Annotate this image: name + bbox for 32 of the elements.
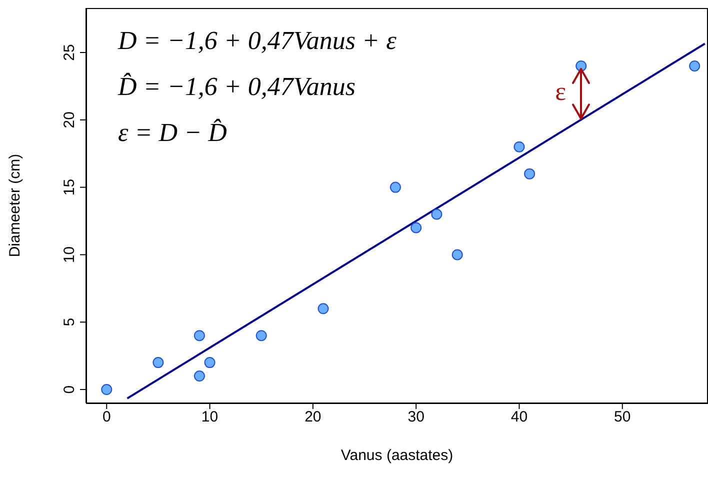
- x-tick-label: 20: [304, 408, 322, 426]
- y-tick-label: 0: [61, 385, 78, 394]
- point: [514, 141, 525, 152]
- annotation: ε = D − D̂: [118, 118, 227, 148]
- point: [194, 330, 205, 342]
- annotation: D̂ = −1,6 + 0,47Vanus: [118, 72, 356, 102]
- point: [431, 208, 442, 220]
- y-tick-label: 10: [61, 246, 78, 264]
- x-axis-title: Vanus (aastates): [340, 447, 454, 464]
- x-tick-label: 40: [510, 408, 528, 426]
- point: [689, 60, 700, 72]
- x-tick-label: 0: [102, 408, 111, 426]
- x-tick-label: 50: [614, 408, 631, 426]
- point: [101, 384, 112, 396]
- x-tick-label: 30: [408, 408, 424, 426]
- point: [152, 357, 164, 368]
- y-tick-label: 20: [61, 112, 78, 128]
- point: [410, 222, 422, 234]
- annotation: D = −1,6 + 0,47Vanus + ε: [118, 26, 396, 56]
- point: [452, 249, 463, 260]
- annotation: ε: [555, 76, 566, 106]
- y-axis-title: Diameeter (cm): [6, 154, 24, 258]
- y-tick-label: 25: [61, 44, 78, 61]
- y-tick-label: 15: [61, 178, 78, 196]
- point: [194, 370, 205, 382]
- y-tick-label: 5: [61, 318, 78, 326]
- x-tick-label: 10: [201, 408, 218, 426]
- point: [318, 303, 329, 314]
- point: [204, 357, 216, 368]
- point: [390, 182, 401, 193]
- point: [524, 168, 536, 180]
- point: [256, 330, 267, 342]
